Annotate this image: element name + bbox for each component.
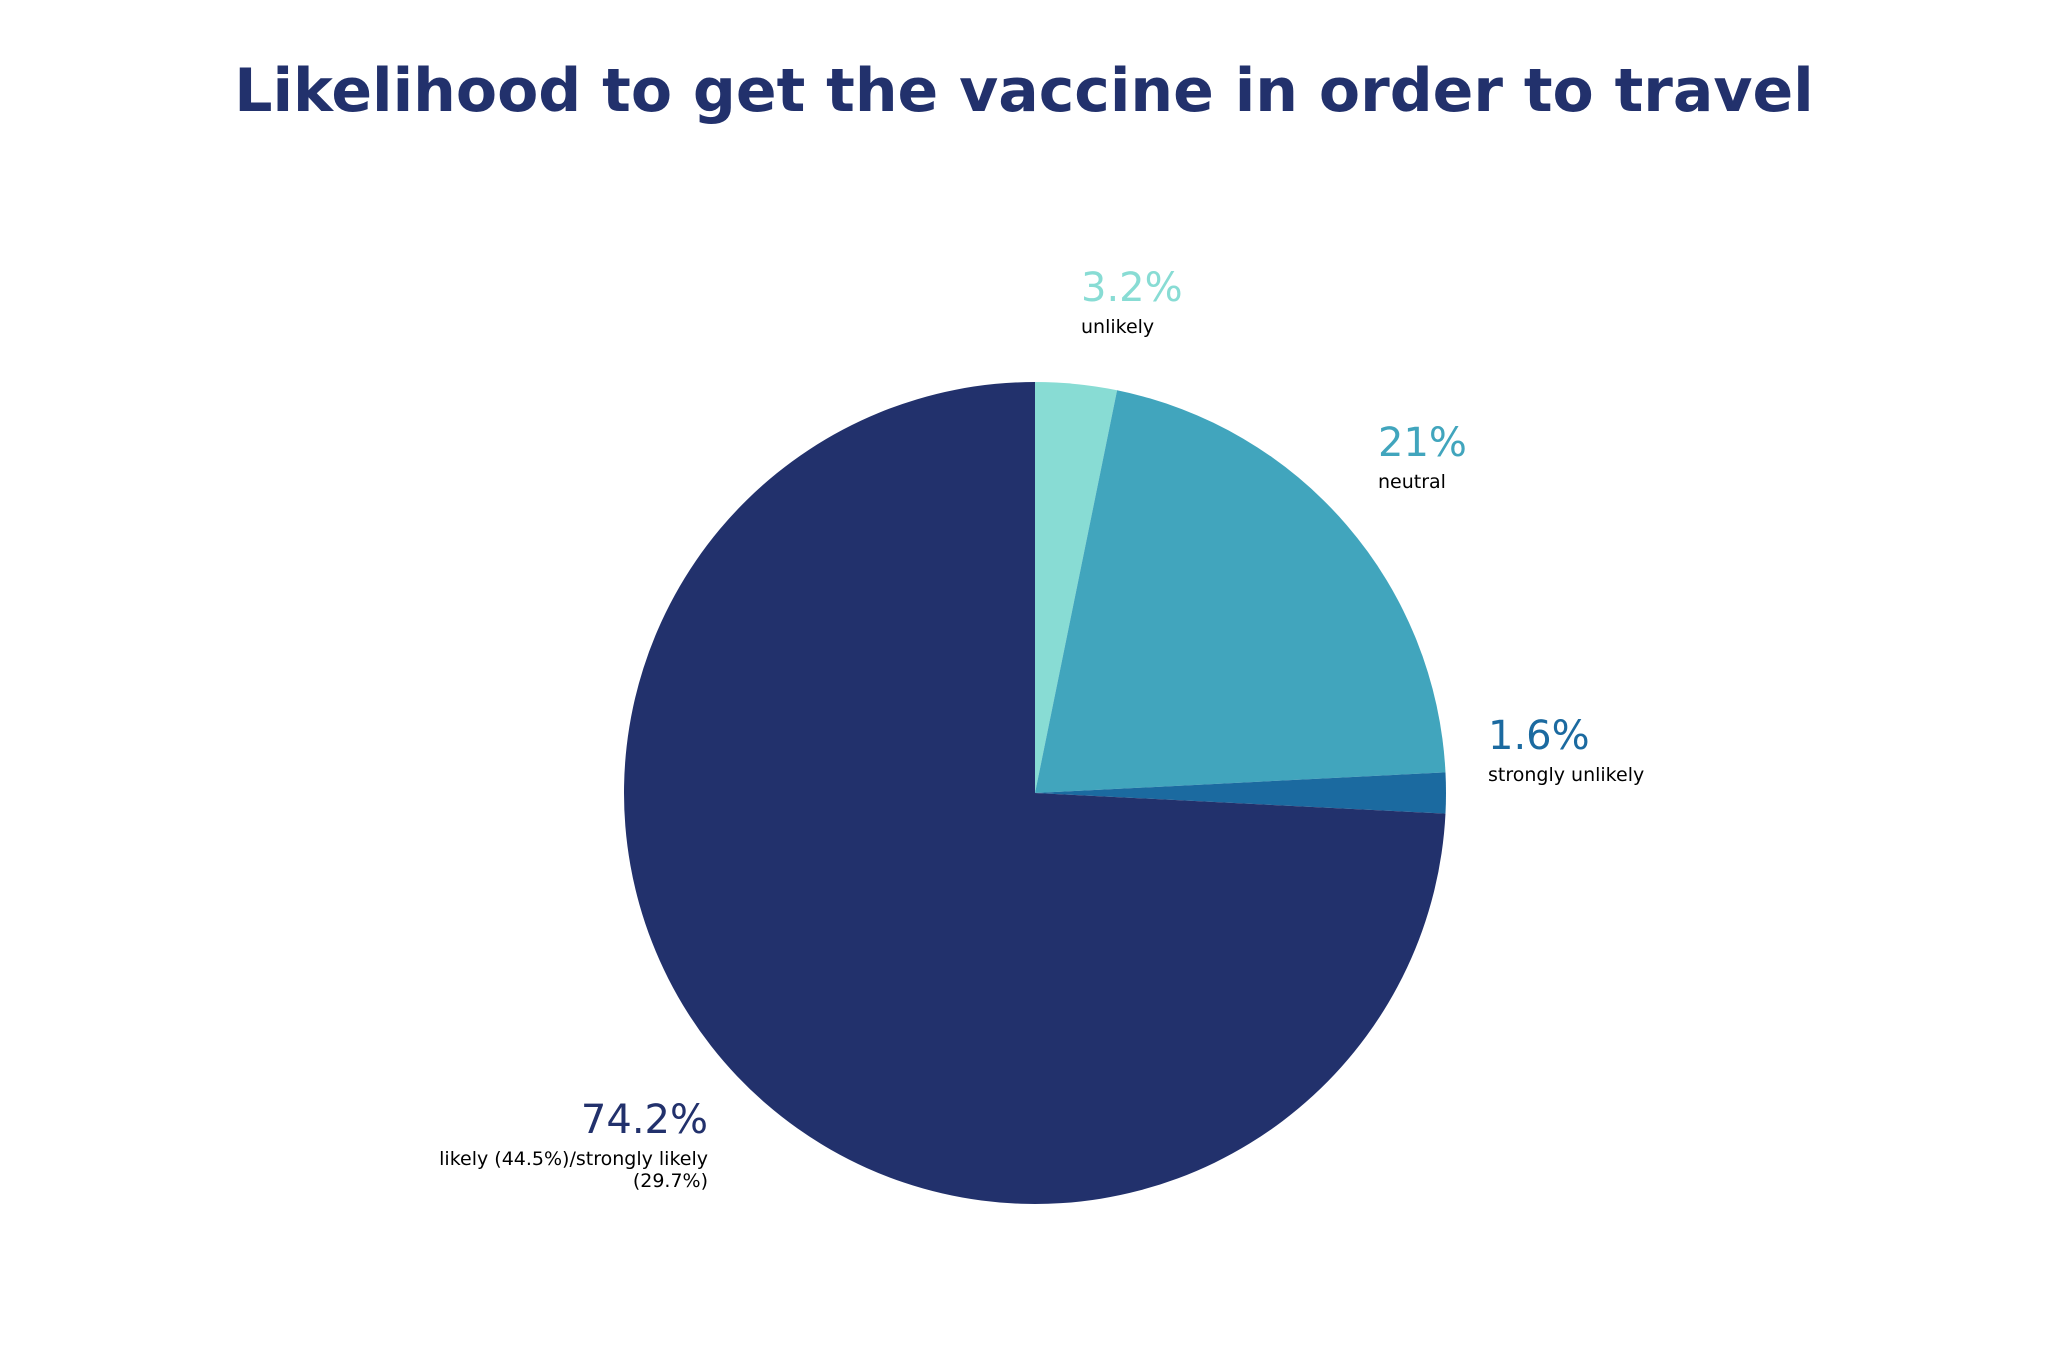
slice-label: 1.6% strongly unlikely: [1488, 712, 1644, 786]
slice-label: 74.2% likely (44.5%)/strongly likely (29.…: [418, 1096, 708, 1192]
pie-slice: [1035, 390, 1446, 793]
category-label: likely (44.5%)/strongly likely (29.7%): [439, 1148, 708, 1192]
value-label: 74.2%: [580, 1097, 708, 1143]
category-label: neutral: [1378, 471, 1446, 493]
chart-title: Likelihood to get the vaccine in order t…: [234, 56, 1814, 126]
category-label: strongly unlikely: [1488, 764, 1645, 786]
category-label: unlikely: [1081, 316, 1155, 338]
pie-slice: [1035, 772, 1446, 814]
value-label: 1.6%: [1488, 713, 1590, 759]
value-label: 3.2%: [1081, 265, 1183, 311]
slice-label: 3.2% unlikely: [1081, 264, 1183, 338]
pie-slice: [624, 382, 1446, 1204]
pie-slice: [1035, 382, 1118, 793]
slice-label: 21% neutral: [1378, 419, 1467, 493]
value-label: 21%: [1378, 420, 1467, 466]
